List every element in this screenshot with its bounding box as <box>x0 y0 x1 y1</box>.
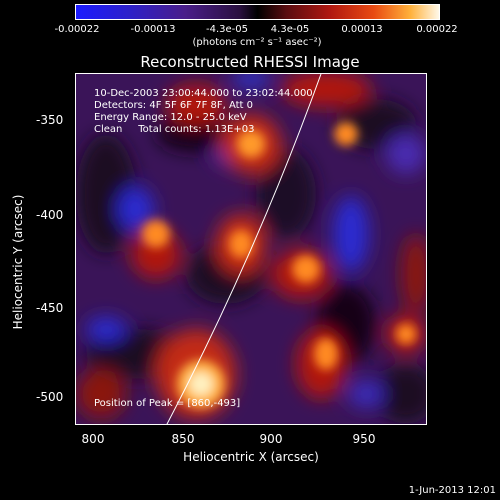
info-line: Detectors: 4F 5F 6F 7F 8F, Att 0 <box>94 100 254 111</box>
x-tick: 950 <box>352 432 376 446</box>
x-tick: 850 <box>171 432 195 446</box>
colorbar-tick: -0.00013 <box>130 24 176 35</box>
x-tick: 900 <box>259 432 283 446</box>
timestamp: 1-Jun-2013 12:01 <box>408 485 496 496</box>
x-axis-label: Heliocentric X (arcsec) <box>183 450 319 464</box>
colorbar-tick: 0.00013 <box>341 24 383 35</box>
solar-limb-line <box>166 74 322 424</box>
image-plot: 10-Dec-2003 23:00:44.000 to 23:02:44.000… <box>75 73 427 425</box>
colorbar-tick: -4.3e-05 <box>206 24 248 35</box>
plot-title: Reconstructed RHESSI Image <box>140 53 360 71</box>
info-line: Energy Range: 12.0 - 25.0 keV <box>94 112 247 123</box>
colorbar-tick: 0.00022 <box>416 24 458 35</box>
colorbar-unit-label: (photons cm⁻² s⁻¹ asec⁻²) <box>192 37 322 48</box>
colorbar <box>75 4 440 20</box>
solar-image <box>76 74 426 424</box>
y-axis-label: Heliocentric Y (arcsec) <box>11 194 25 330</box>
colorbar-tick: 4.3e-05 <box>270 24 310 35</box>
peak-position: Position of Peak = [860,-493] <box>94 398 241 409</box>
colorbar-tick: -0.00022 <box>54 24 100 35</box>
info-line: 10-Dec-2003 23:00:44.000 to 23:02:44.000 <box>94 88 313 99</box>
info-line: Clean Total counts: 1.13E+03 <box>94 124 255 135</box>
x-tick: 800 <box>81 432 105 446</box>
y-tick: -450 <box>36 301 64 315</box>
y-tick: -400 <box>36 208 64 222</box>
y-tick: -350 <box>36 113 64 127</box>
y-tick: -500 <box>36 390 64 404</box>
